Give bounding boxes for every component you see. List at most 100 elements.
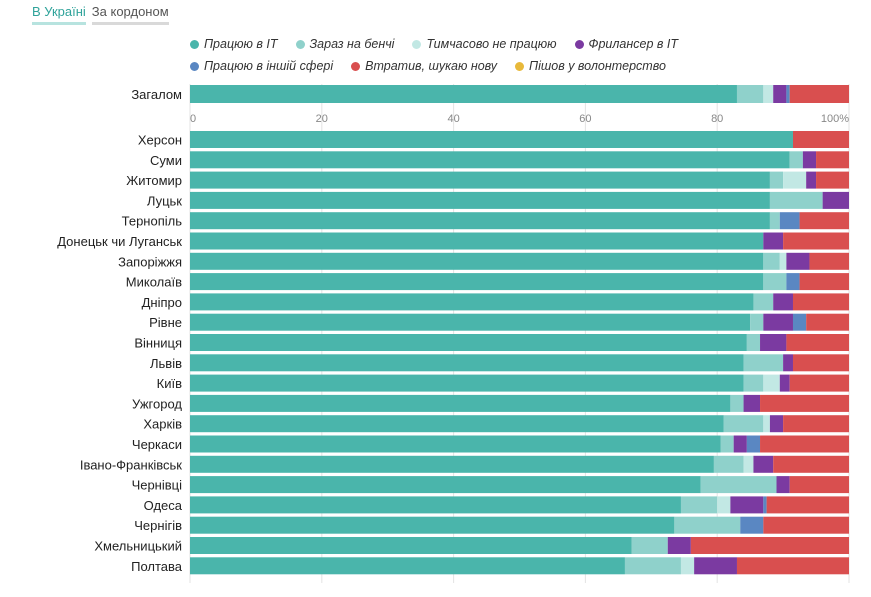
- bar-segment: [190, 537, 632, 554]
- bar-segment: [792, 131, 849, 148]
- bar-segment: [779, 212, 800, 230]
- legend-item[interactable]: Зараз на бенчі: [295, 36, 395, 52]
- bar-segment: [789, 374, 849, 392]
- bar-segment: [694, 557, 737, 575]
- x-tick-label: 0: [190, 113, 196, 125]
- legend-label: Пішов у волонтерство: [529, 59, 666, 73]
- bar-segment: [631, 537, 668, 554]
- x-tick-label: 80: [711, 113, 723, 125]
- bar-segment: [190, 171, 770, 189]
- bar-segment: [674, 516, 741, 534]
- legend-item[interactable]: Тимчасово не працюю: [412, 36, 557, 52]
- legend-item[interactable]: Працюю в іншій сфері: [190, 58, 333, 74]
- category-label: Чернівці: [132, 478, 183, 493]
- category-label: Загалом: [131, 87, 182, 102]
- bar-segment: [190, 374, 744, 392]
- category-label: Черкаси: [132, 437, 182, 452]
- bar-segment: [783, 232, 849, 250]
- bar-segment: [190, 313, 751, 331]
- bar-segment: [624, 557, 681, 575]
- bar-segment: [733, 435, 747, 453]
- category-label: Донецьк чи Луганськ: [57, 234, 182, 249]
- bar-segment: [792, 293, 849, 311]
- bar-segment: [190, 557, 625, 575]
- bar-segment: [763, 85, 774, 103]
- bar-segment: [717, 496, 731, 514]
- bar-segment: [763, 374, 780, 392]
- category-label: Дніпро: [142, 295, 182, 310]
- legend-swatch: [351, 61, 361, 71]
- bar-segment: [760, 435, 849, 453]
- legend-item[interactable]: Пішов у волонтерство: [515, 58, 666, 74]
- bar-segment: [786, 273, 800, 291]
- legend-label: Працюю в IT: [204, 37, 278, 51]
- bar-segment: [769, 415, 784, 433]
- bar-segment: [190, 394, 731, 412]
- bar-segment: [789, 85, 849, 103]
- bar-segment: [700, 476, 777, 494]
- legend-label: Зараз на бенчі: [309, 37, 395, 51]
- bar-segment: [753, 293, 774, 311]
- location-tabs: В Україні За кордоном: [32, 4, 169, 25]
- bar-segment: [190, 496, 681, 514]
- category-label: Житомир: [126, 173, 182, 188]
- bar-segment: [763, 496, 767, 514]
- bar-segment: [786, 252, 810, 270]
- tab-abroad[interactable]: За кордоном: [91, 4, 169, 25]
- bar-segment: [743, 455, 754, 473]
- bar-segment: [190, 354, 744, 372]
- bar-segment: [680, 496, 718, 514]
- legend-item[interactable]: Працюю в IT: [190, 36, 278, 52]
- bar-segment: [740, 516, 764, 534]
- legend-item[interactable]: Фрилансер в IT: [574, 36, 678, 52]
- bar-segment: [743, 354, 784, 372]
- legend-swatch: [295, 39, 305, 49]
- bar-segment: [713, 455, 744, 473]
- category-label: Полтава: [131, 559, 183, 574]
- bar-segment: [779, 252, 787, 270]
- bar-segment: [779, 374, 790, 392]
- category-label: Запоріжжя: [118, 254, 182, 269]
- category-label: Одеса: [144, 498, 183, 513]
- category-label: Миколаїв: [126, 275, 182, 290]
- legend-label: Втратив, шукаю нову: [365, 59, 498, 73]
- bar-segment: [816, 151, 849, 169]
- category-label: Тернопіль: [122, 214, 183, 229]
- bar-segment: [743, 374, 764, 392]
- bar-segment: [190, 415, 724, 433]
- legend-label: Фрилансер в IT: [588, 37, 678, 51]
- tab-in-ukraine[interactable]: В Україні: [32, 4, 86, 25]
- category-label: Ужгород: [132, 396, 182, 411]
- bar-segment: [746, 435, 761, 453]
- bar-segment: [720, 435, 734, 453]
- bar-segment: [730, 394, 744, 412]
- bar-segment: [190, 435, 721, 453]
- x-tick-label: 20: [316, 113, 328, 125]
- bar-segment: [743, 394, 761, 412]
- legend-swatch: [574, 39, 584, 49]
- bar-segment: [783, 171, 807, 189]
- bar-segment: [190, 273, 764, 291]
- bar-segment: [763, 415, 770, 433]
- x-tick-label: 40: [447, 113, 459, 125]
- legend-item[interactable]: Втратив, шукаю нову: [351, 58, 497, 74]
- bar-segment: [783, 415, 849, 433]
- legend-label: Працюю в іншій сфері: [204, 59, 334, 73]
- bar-segment: [190, 191, 770, 209]
- bar-segment: [736, 557, 849, 575]
- legend-label: Тимчасово не працюю: [426, 37, 557, 51]
- bar-segment: [816, 171, 849, 189]
- bar-segment: [789, 476, 849, 494]
- category-label: Рівне: [149, 315, 182, 330]
- category-label: Івано-Франківськ: [80, 457, 182, 472]
- category-label: Чернігів: [134, 518, 182, 533]
- chart-legend: Працюю в IT Зараз на бенчі Тимчасово не пр…: [190, 36, 710, 74]
- bar-segment: [190, 293, 754, 311]
- stacked-bar-chart: 0 20 40 60 80 100% Загалом Херсон Суми Житомир Луц…: [57, 84, 850, 583]
- bar-segment: [822, 191, 849, 209]
- bar-segment: [786, 85, 790, 103]
- bar-segment: [730, 496, 764, 514]
- bar-segment: [190, 516, 675, 534]
- bar-segment: [190, 455, 714, 473]
- bar-segment: [190, 232, 764, 250]
